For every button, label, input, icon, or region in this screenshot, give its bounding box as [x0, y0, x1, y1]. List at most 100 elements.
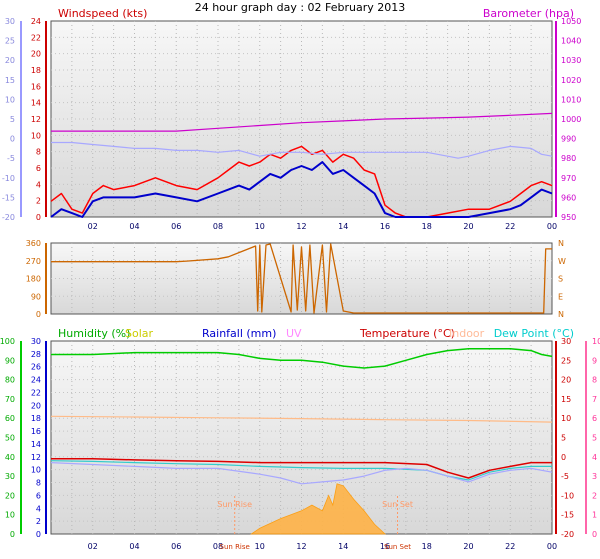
- humidity-tick-label: 90: [5, 356, 15, 365]
- barometer-tick-label: 1000: [561, 115, 581, 124]
- compass-tick-label: W: [558, 257, 566, 266]
- chart-title: 24 hour graph day : 02 February 2013: [195, 1, 406, 14]
- compass-tick-label: E: [558, 292, 563, 301]
- windspeed-tick-label: 14: [31, 99, 41, 108]
- uv-tick-label: 10: [592, 337, 600, 346]
- barometer-tick-label: 1020: [561, 76, 581, 85]
- sunrise-label: Sun Rise: [217, 500, 252, 509]
- temp-tick-label: -20: [561, 530, 574, 539]
- humidity-tick-label: 60: [5, 414, 15, 423]
- x-tick-label: 18: [422, 542, 432, 551]
- windspeed-tick-label: 18: [31, 66, 41, 75]
- x-tick-label: 22: [505, 222, 515, 231]
- barometer-tick-label: 950: [561, 213, 576, 222]
- uv-tick-label: 1: [592, 511, 597, 520]
- x-tick-label: 20: [463, 542, 473, 551]
- x-tick-label: 10: [255, 542, 265, 551]
- series-windspeed-kts-: [50, 145, 553, 218]
- uv-tick-label: 7: [592, 395, 597, 404]
- direction-tick-label: 90: [31, 292, 41, 301]
- rainfall-tick-label: 22: [31, 388, 41, 397]
- compass-tick-label: S: [558, 275, 563, 284]
- barometer-tick-label: 960: [561, 193, 576, 202]
- rainfall-tick-label: 26: [31, 363, 41, 372]
- temp-tick-label: 15: [561, 395, 571, 404]
- x-tick-label: 06: [171, 222, 181, 231]
- windchill-tick-label: -5: [7, 154, 15, 163]
- x-tick-label: 18: [422, 222, 432, 231]
- windspeed-tick-label: 6: [36, 164, 41, 173]
- humidity-tick-label: 30: [5, 472, 15, 481]
- legend-indoor: Indoor: [449, 327, 485, 340]
- uv-tick-label: 2: [592, 491, 597, 500]
- temp-tick-label: 5: [561, 434, 566, 443]
- x-tick-label: 04: [129, 542, 139, 551]
- uv-tick-label: 4: [592, 453, 597, 462]
- windspeed-tick-label: 4: [36, 180, 41, 189]
- legend-rainfall: Rainfall (mm): [202, 327, 276, 340]
- uv-tick-label: 9: [592, 356, 597, 365]
- series-dew-point-c-: [50, 460, 552, 481]
- humidity-tick-label: 50: [5, 434, 15, 443]
- series-wind-direction: [51, 243, 552, 314]
- rainfall-tick-label: 14: [31, 440, 41, 449]
- windspeed-label: Windspeed (kts): [58, 7, 147, 20]
- windchill-tick-label: 25: [5, 37, 15, 46]
- compass-tick-label: N: [558, 239, 564, 248]
- rainfall-tick-label: 12: [31, 453, 41, 462]
- rainfall-tick-label: 4: [36, 504, 41, 513]
- humidity-tick-label: 20: [5, 491, 15, 500]
- humidity-tick-label: 0: [10, 530, 15, 539]
- humidity-tick-label: 10: [5, 511, 15, 520]
- barometer-tick-label: 980: [561, 154, 576, 163]
- uv-tick-label: 0: [592, 530, 597, 539]
- rainfall-tick-label: 6: [36, 491, 41, 500]
- x-tick-label: 02: [88, 542, 98, 551]
- uv-tick-label: 6: [592, 414, 597, 423]
- rainfall-tick-label: 2: [36, 517, 41, 526]
- windchill-tick-label: 5: [10, 115, 15, 124]
- windchill-tick-label: 30: [5, 17, 15, 26]
- uv-tick-label: 8: [592, 376, 597, 385]
- x-tick-label: 12: [296, 222, 306, 231]
- barometer-tick-label: 1010: [561, 95, 581, 104]
- sunset-label: Sun Set: [382, 500, 413, 509]
- x-tick-label: 22: [505, 542, 515, 551]
- legend-uv: UV: [286, 327, 302, 340]
- windchill-tick-label: -15: [2, 193, 15, 202]
- windchill-tick-label: -10: [2, 174, 15, 183]
- uv-tick-label: 5: [592, 434, 597, 443]
- rainfall-tick-label: 8: [36, 479, 41, 488]
- temp-tick-label: 20: [561, 376, 571, 385]
- temp-tick-label: -5: [561, 472, 569, 481]
- rainfall-tick-label: 16: [31, 427, 41, 436]
- uv-tick-label: 3: [592, 472, 597, 481]
- windchill-tick-label: -20: [2, 213, 15, 222]
- gridlines: [51, 21, 552, 534]
- legend-solar: Solar: [125, 327, 154, 340]
- rainfall-tick-label: 24: [31, 376, 41, 385]
- direction-tick-label: 0: [36, 310, 41, 319]
- humidity-tick-label: 70: [5, 395, 15, 404]
- rainfall-tick-label: 20: [31, 401, 41, 410]
- direction-tick-label: 270: [26, 257, 41, 266]
- x-tick-label: 10: [255, 222, 265, 231]
- temp-tick-label: 10: [561, 414, 571, 423]
- windspeed-tick-label: 2: [36, 197, 41, 206]
- series-layer: Sun Rise Sun Set: [50, 112, 553, 535]
- series-indoor: [50, 415, 553, 423]
- x-tick-label: 14: [338, 222, 348, 231]
- windspeed-tick-label: 12: [31, 115, 41, 124]
- windspeed-tick-label: 22: [31, 33, 41, 42]
- barometer-tick-label: 1050: [561, 17, 581, 26]
- rainfall-tick-label: 18: [31, 414, 41, 423]
- temp-tick-label: 0: [561, 453, 566, 462]
- windspeed-tick-label: 24: [31, 17, 41, 26]
- series-humidity-: [51, 347, 553, 369]
- x-tick-label: 16: [380, 542, 390, 551]
- temp-tick-label: 25: [561, 356, 571, 365]
- temp-tick-label: -15: [561, 511, 574, 520]
- x-tick-label: 12: [296, 542, 306, 551]
- x-tick-label: 00: [547, 222, 557, 231]
